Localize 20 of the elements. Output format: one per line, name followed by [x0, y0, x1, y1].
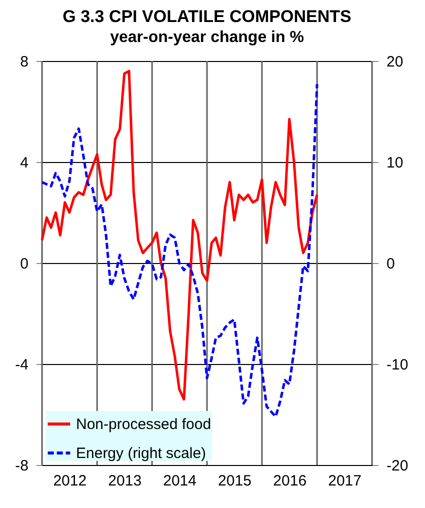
y-tick-label: 4 — [20, 154, 28, 172]
x-tick-label: 2016 — [273, 472, 307, 490]
y2-tick-label: -20 — [386, 458, 408, 474]
y2-tick-label: -10 — [386, 356, 408, 374]
y2-tick-label: 0 — [386, 256, 395, 272]
legend-label: Non-processed food — [76, 416, 212, 433]
y-tick-label: 8 — [20, 54, 28, 70]
x-tick-label: 2012 — [53, 472, 87, 490]
x-tick-label: 2017 — [328, 472, 362, 490]
y-tick-label: -8 — [15, 458, 28, 474]
y2-tick-label: 20 — [386, 54, 404, 70]
x-tick-label: 2015 — [218, 472, 252, 490]
x-tick-label: 2014 — [163, 472, 196, 490]
y2-tick-label: 10 — [386, 154, 404, 172]
chart-subtitle: year-on-year change in % — [110, 29, 304, 46]
legend-label: Energy (right scale) — [76, 445, 206, 462]
chart-title: G 3.3 CPI VOLATILE COMPONENTS — [62, 7, 352, 26]
y-tick-label: -4 — [15, 356, 28, 374]
x-tick-label: 2013 — [108, 472, 142, 490]
y-tick-label: 0 — [20, 256, 28, 272]
